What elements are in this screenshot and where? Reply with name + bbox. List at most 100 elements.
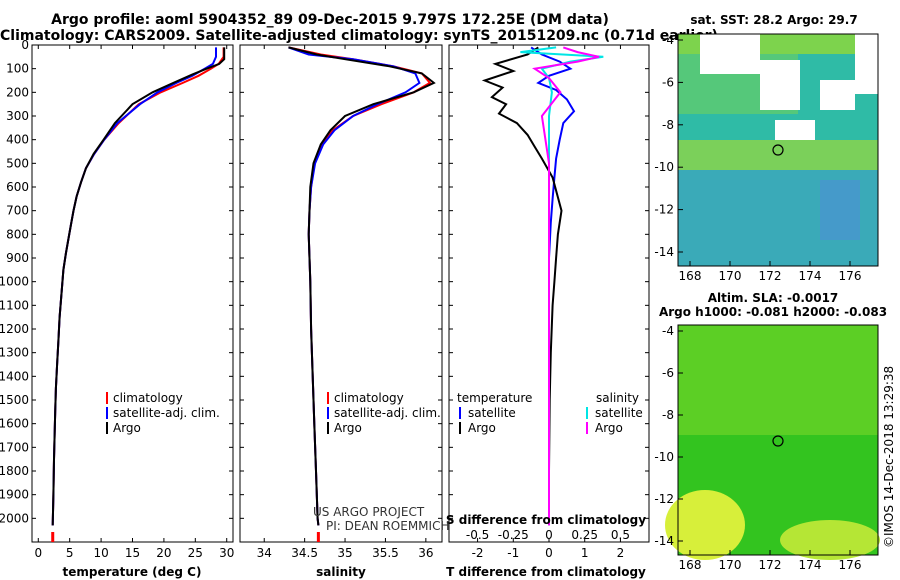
- x-tick-label: 35.5: [372, 546, 399, 560]
- series-climatology: [51, 47, 225, 526]
- sla-high-anomaly: [780, 520, 880, 560]
- sst-argo-marker: [772, 144, 784, 156]
- sst-cloud: [700, 34, 760, 74]
- credit-line-1: US ARGO PROJECT: [313, 505, 425, 519]
- series-satellite-adj-clim-: [288, 46, 421, 526]
- y-tick-label: 600: [6, 180, 29, 194]
- sst-cool-patch: [820, 180, 860, 240]
- series-s-satellite: [520, 46, 604, 526]
- legend-satellite: satellite-adj. clim.: [113, 406, 220, 420]
- map-y-tick-label: -6: [662, 366, 674, 380]
- y-tick-label: 1800: [0, 464, 29, 478]
- sla-map-title-1: Altim. SLA: -0.0017: [708, 291, 839, 305]
- map-x-tick-label: 176: [839, 269, 862, 283]
- x-tick-label: 36: [418, 546, 433, 560]
- s-difference-label: S difference from climatology: [446, 513, 646, 527]
- map-x-tick-label: 176: [839, 558, 862, 572]
- legend-t-satellite: satellite: [468, 406, 516, 420]
- temperature-xlabel: temperature (deg C): [63, 565, 202, 579]
- title-line-2: Climatology: CARS2009. Satellite-adjuste…: [0, 28, 718, 44]
- map-y-tick-label: -8: [662, 118, 674, 132]
- y-tick-label: 1000: [0, 275, 29, 289]
- s-tick-label: 0.25: [571, 528, 598, 542]
- x-tick-label: -1: [507, 546, 519, 560]
- map-x-tick-label: 172: [759, 558, 782, 572]
- sla-map-title-2: Argo h1000: -0.081 h2000: -0.083: [659, 305, 887, 319]
- legend-s-argo: Argo: [595, 421, 623, 435]
- legend-salinity-title: salinity: [596, 391, 639, 405]
- map-y-tick-label: -12: [654, 203, 674, 217]
- y-tick-label: 100: [6, 62, 29, 76]
- x-tick-label: 1: [581, 546, 589, 560]
- x-tick-label: 2: [617, 546, 625, 560]
- x-tick-label: 0: [34, 546, 42, 560]
- sla-map: [665, 324, 880, 560]
- map-x-tick-label: 170: [719, 558, 742, 572]
- legend-s-satellite: satellite: [595, 406, 643, 420]
- y-tick-label: 1200: [0, 322, 29, 336]
- difference-legend: temperature satellite Argo salinity sate…: [457, 391, 643, 435]
- y-tick-label: 700: [6, 204, 29, 218]
- sla-argo-marker: [772, 435, 784, 447]
- y-tick-label: 1900: [0, 488, 29, 502]
- x-tick-label: 35: [337, 546, 352, 560]
- credit-line-2: PI: DEAN ROEMMICH: [326, 519, 449, 533]
- legend-temperature-title: temperature: [457, 391, 532, 405]
- x-tick-label: 25: [188, 546, 203, 560]
- legend-t-argo: Argo: [468, 421, 496, 435]
- sst-cloud: [760, 60, 800, 110]
- sst-map-frame: [677, 33, 879, 267]
- x-tick-label: 34.5: [291, 546, 318, 560]
- map-y-tick-label: -10: [654, 450, 674, 464]
- map-y-tick-label: -4: [662, 33, 674, 47]
- map-y-tick-label: -14: [654, 245, 674, 259]
- series-t-argo: [481, 46, 563, 526]
- sla-map-frame: [677, 324, 879, 556]
- y-tick-label: 1300: [0, 346, 29, 360]
- salinity-legend: climatology satellite-adj. clim. Argo: [327, 391, 441, 435]
- difference-xlabel: T difference from climatology: [446, 565, 646, 579]
- x-tick-label: 10: [93, 546, 108, 560]
- map-y-tick-label: -4: [662, 324, 674, 338]
- legend-climatology: climatology: [113, 391, 183, 405]
- x-tick-label: 0: [545, 546, 553, 560]
- temperature-legend: climatology satellite-adj. clim. Argo: [106, 391, 220, 435]
- sst-map: [677, 33, 879, 267]
- map-y-tick-label: -12: [654, 492, 674, 506]
- x-tick-label: -2: [472, 546, 484, 560]
- y-tick-label: 500: [6, 156, 29, 170]
- y-tick-label: 0: [21, 38, 29, 52]
- sst-cloud: [820, 80, 855, 110]
- map-x-tick-label: 172: [759, 269, 782, 283]
- map-y-tick-label: -6: [662, 75, 674, 89]
- salinity-xlabel: salinity: [316, 565, 366, 579]
- legend-argo: Argo: [113, 421, 141, 435]
- s-tick-label: -0.5: [466, 528, 489, 542]
- map-y-tick-label: -10: [654, 160, 674, 174]
- series-s-argo: [532, 46, 600, 526]
- y-tick-label: 300: [6, 109, 29, 123]
- y-tick-label: 200: [6, 85, 29, 99]
- y-tick-label: 2000: [0, 511, 29, 525]
- sla-band: [678, 325, 878, 435]
- legend-satellite: satellite-adj. clim.: [334, 406, 441, 420]
- s-tick-label: -0.25: [498, 528, 529, 542]
- series-argo: [51, 47, 226, 526]
- x-tick-label: 34: [257, 546, 272, 560]
- imos-timestamp: ©IMOS 14-Dec-2018 13:29:38: [882, 366, 896, 548]
- sla-high-anomaly: [665, 490, 745, 560]
- sst-cloud: [855, 34, 878, 94]
- y-tick-label: 1700: [0, 440, 29, 454]
- sst-map-title: sat. SST: 28.2 Argo: 29.7: [690, 13, 857, 27]
- salinity-axes: [239, 44, 443, 543]
- series-argo: [288, 46, 436, 526]
- y-tick-label: 1600: [0, 417, 29, 431]
- map-x-tick-label: 174: [799, 269, 822, 283]
- sst-cloud: [775, 120, 815, 140]
- y-tick-label: 400: [6, 133, 29, 147]
- series-t-satellite: [530, 46, 576, 526]
- map-y-tick-label: -14: [654, 534, 674, 548]
- s-tick-label: 0: [545, 528, 553, 542]
- legend-climatology: climatology: [334, 391, 404, 405]
